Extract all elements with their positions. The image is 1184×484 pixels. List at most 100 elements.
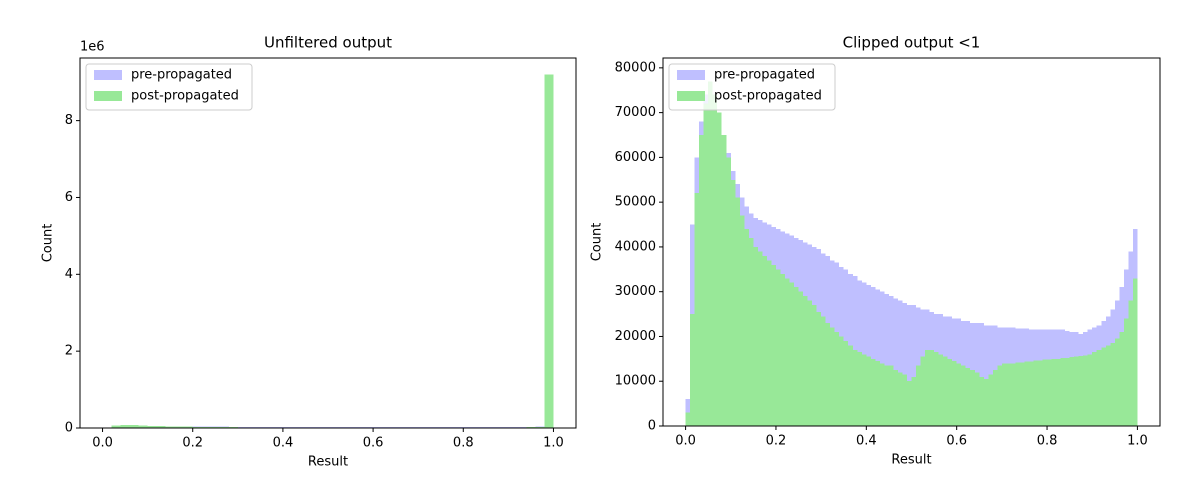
histogram-bar (912, 377, 917, 426)
y-tick-label: 10000 (615, 374, 656, 389)
x-tick-label: 1.0 (543, 436, 564, 451)
legend-label: post-propagated (714, 89, 822, 104)
histogram-bar (749, 238, 754, 426)
y-tick-label: 30000 (615, 284, 656, 299)
histogram-bar (713, 95, 718, 426)
histogram-bar (1115, 339, 1120, 426)
legend-swatch (677, 91, 705, 101)
histogram-bar (695, 193, 700, 426)
histogram-bar (1070, 357, 1075, 426)
histogram-bar (902, 375, 907, 426)
histogram-bar (943, 357, 948, 426)
histogram-bar (866, 357, 871, 426)
histogram-bar (821, 316, 826, 426)
histogram-bar (762, 256, 767, 426)
histogram-bar (1128, 301, 1133, 426)
histogram-bar (544, 75, 553, 428)
y-tick-label: 0 (648, 419, 656, 434)
histogram-bar (771, 265, 776, 426)
histogram-bar (1024, 362, 1029, 426)
histogram-bar (1006, 363, 1011, 426)
histogram-bar (1106, 345, 1111, 426)
histogram-bar (893, 370, 898, 426)
y-tick-label: 0 (65, 421, 73, 436)
histogram-bar (790, 283, 795, 426)
histogram-bar (844, 341, 849, 426)
histogram-bar (930, 350, 935, 426)
histogram-bar (1038, 361, 1043, 426)
histogram-bar (1133, 278, 1138, 426)
histogram-bar (862, 354, 867, 426)
histogram-bar (776, 269, 781, 426)
histogram-bar (699, 135, 704, 426)
x-tick-label: 0.6 (946, 434, 967, 449)
chart-title: Clipped output <1 (843, 34, 981, 52)
histogram-bar (722, 135, 727, 426)
histogram-bar (984, 379, 989, 426)
legend-swatch (677, 70, 705, 80)
histogram-bar (704, 104, 709, 426)
histogram-bar (740, 216, 745, 426)
y-offset-text: 1e6 (80, 40, 105, 55)
x-tick-label: 0.2 (766, 434, 787, 449)
histogram-bar (726, 157, 731, 426)
legend-swatch (94, 70, 122, 80)
histogram-bar (875, 361, 880, 426)
y-tick-label: 4 (65, 267, 73, 282)
histogram-bar (803, 296, 808, 426)
x-tick-label: 0.0 (92, 436, 113, 451)
histogram-bar (767, 260, 772, 426)
histogram-bar (753, 247, 758, 426)
legend-label: pre-propagated (714, 68, 815, 83)
axes-frame (80, 58, 576, 428)
x-tick-label: 0.8 (1037, 434, 1058, 449)
histogram-bar (853, 350, 858, 426)
histogram-bar (812, 305, 817, 426)
histogram-bar (925, 350, 930, 426)
histogram-bar (1124, 319, 1129, 426)
histogram-bar (948, 359, 953, 426)
x-tick-label: 0.0 (675, 434, 696, 449)
histogram-bar (957, 363, 962, 426)
histogram-bar (1043, 360, 1048, 426)
histogram-bar (744, 229, 749, 426)
x-tick-label: 0.4 (273, 436, 294, 451)
x-tick-label: 0.6 (363, 436, 384, 451)
legend-label: post-propagated (131, 89, 239, 104)
x-axis-label: Result (308, 455, 348, 470)
x-tick-label: 0.2 (182, 436, 203, 451)
histogram-bar (1002, 363, 1007, 426)
x-tick-label: 0.8 (453, 436, 474, 451)
histogram-bar (939, 354, 944, 426)
histogram-bar (735, 198, 740, 426)
histogram-bar (1033, 361, 1038, 426)
histogram-bar (848, 345, 853, 426)
histogram-bar (1061, 358, 1066, 426)
histogram-bar (997, 366, 1002, 426)
histogram-bar (817, 312, 822, 426)
histogram-bar (808, 301, 813, 426)
histogram-bar (993, 370, 998, 426)
y-tick-label: 60000 (615, 150, 656, 165)
histogram-bar (839, 336, 844, 426)
histogram-bar (826, 323, 831, 426)
x-axis-label: Result (891, 453, 931, 468)
histogram-bar (780, 274, 785, 426)
legend-swatch (94, 91, 122, 101)
histogram-bar (916, 366, 921, 426)
histogram-bar (1088, 354, 1093, 426)
histogram-bar (979, 377, 984, 426)
y-axis-label: Count (41, 224, 56, 263)
y-axis-label: Count (590, 223, 605, 262)
chart-title: Unfiltered output (264, 34, 392, 52)
y-tick-label: 8 (65, 113, 73, 128)
y-tick-label: 40000 (615, 239, 656, 254)
histogram-bar (961, 366, 966, 426)
y-tick-label: 6 (65, 190, 73, 205)
y-tick-label: 80000 (615, 60, 656, 75)
y-tick-label: 70000 (615, 105, 656, 120)
histogram-bar (1083, 355, 1088, 426)
histogram-bar (898, 372, 903, 426)
